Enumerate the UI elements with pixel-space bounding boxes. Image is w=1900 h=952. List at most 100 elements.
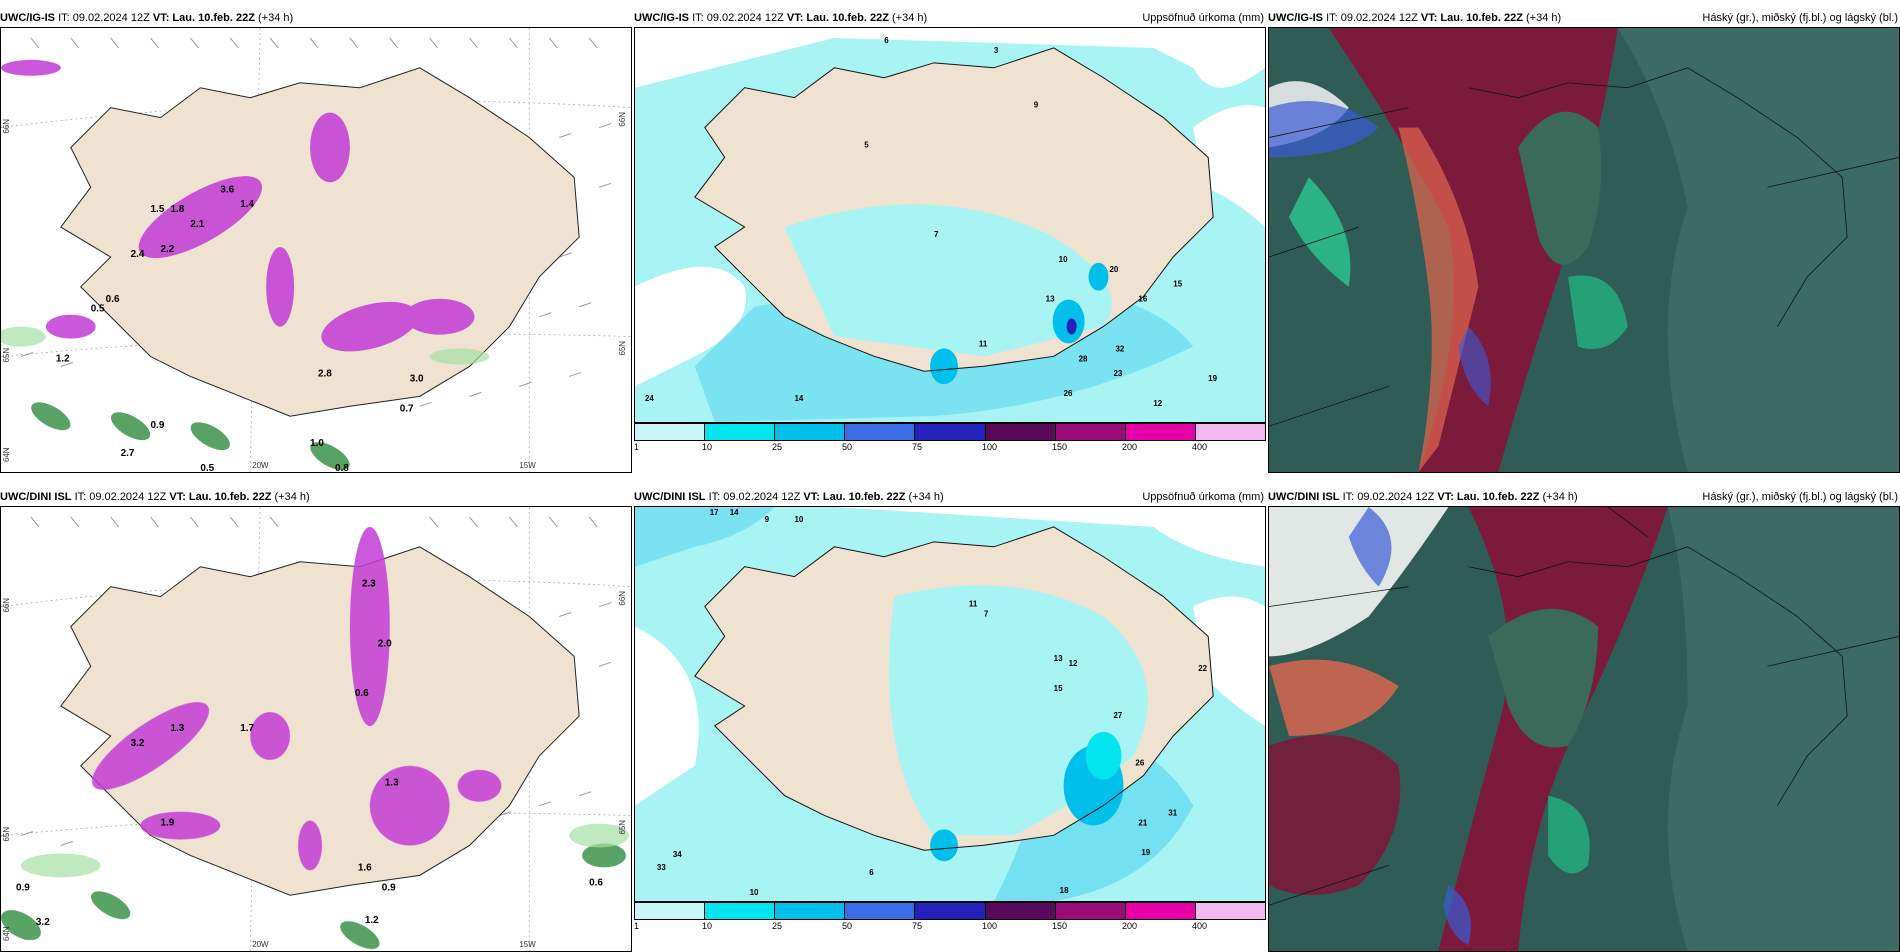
panel-right-title: Háský (gr.), miðský (fj.bl.) og lágský (… — [1702, 12, 1898, 24]
precip-label: 1.2 — [365, 915, 379, 926]
accum-label: 9 — [765, 515, 770, 524]
precip-label: 2.3 — [362, 579, 376, 590]
legend-ticks: 1 10 25 50 75 100 150 200 400 — [634, 921, 1266, 933]
precip-label: 1.4 — [240, 199, 254, 210]
legend-tick: 25 — [772, 442, 783, 452]
precip-label: 1.0 — [310, 438, 324, 449]
panel-top-clouds: UWC/IG-IS IT: 09.02.2024 12Z VT: Lau. 10… — [1268, 9, 1900, 473]
panel-title: UWC/DINI ISL IT: 09.02.2024 12Z VT: Lau.… — [0, 491, 310, 503]
accum-label: 23 — [1113, 369, 1122, 378]
precip-label: 0.6 — [355, 688, 369, 699]
lon-label: 15W — [519, 461, 536, 470]
panel-right-title: Uppsöfnuð úrkoma (mm) — [1142, 12, 1264, 24]
lat-label: 66N — [618, 591, 627, 606]
precip-label: 2.0 — [378, 638, 392, 649]
legend-ticks: 1 10 25 50 75 100 150 200 400 — [634, 442, 1266, 454]
legend-tick: 400 — [1192, 442, 1208, 452]
accum-label: 12 — [1153, 399, 1162, 408]
legend-swatch — [1055, 424, 1126, 440]
lon-label: 15W — [519, 940, 536, 949]
legend-tick: 150 — [1052, 442, 1068, 452]
legend-swatch — [635, 903, 706, 919]
legend-tick: 50 — [842, 921, 853, 931]
accum-label: 7 — [984, 609, 989, 618]
panel-bottom-clouds: UWC/DINI ISL IT: 09.02.2024 12Z VT: Lau.… — [1268, 488, 1900, 952]
panel-title: UWC/DINI ISL IT: 09.02.2024 12Z VT: Lau.… — [1268, 491, 1578, 503]
accum-label: 15 — [1054, 684, 1063, 693]
lat-label: 66N — [2, 598, 11, 613]
legend-swatch — [705, 903, 776, 919]
legend-tick: 50 — [842, 442, 853, 452]
legend-tick: 150 — [1052, 921, 1068, 931]
map-precip-wind-bottom[interactable]: 2.3 2.0 1.3 3.2 1.9 0.6 1.7 1.3 0.9 0.6 … — [0, 506, 632, 952]
accum-label: 24 — [645, 394, 654, 403]
precip-label: 0.9 — [16, 882, 30, 893]
panel-title: UWC/IG-IS IT: 09.02.2024 12Z VT: Lau. 10… — [1268, 12, 1562, 24]
precip-label: 1.6 — [358, 862, 372, 873]
accum-label: 20 — [1109, 265, 1118, 274]
precip-label: 0.7 — [400, 403, 414, 414]
precip-label: 3.0 — [410, 373, 424, 384]
lat-label: 64N — [2, 926, 11, 941]
lat-label: 65N — [618, 341, 627, 356]
accum-label: 6 — [884, 36, 889, 45]
accum-label: 3 — [994, 46, 999, 55]
precip-label: 1.2 — [56, 354, 70, 365]
precip-label: 1.7 — [240, 723, 254, 734]
precip-label: 1.3 — [170, 723, 184, 734]
legend-swatch — [845, 903, 916, 919]
panel-top-accum: UWC/IG-IS IT: 09.02.2024 12Z VT: Lau. 10… — [634, 9, 1266, 465]
legend-swatch — [1195, 903, 1265, 919]
legend-swatch — [775, 903, 846, 919]
accum-label: 12 — [1069, 659, 1078, 668]
lon-label: 20W — [252, 461, 269, 470]
accum-label: 33 — [657, 863, 666, 872]
panel-right-title: Háský (gr.), miðský (fj.bl.) og lágský (… — [1702, 491, 1898, 503]
accum-label: 19 — [1208, 374, 1217, 383]
precip-label: 2.2 — [160, 244, 174, 255]
lat-label: 66N — [2, 119, 11, 134]
precip-label: 0.6 — [589, 877, 603, 888]
legend-swatch — [985, 424, 1056, 440]
panel-top-pressure: UWC/IG-IS IT: 09.02.2024 12Z VT: Lau. 10… — [0, 9, 632, 473]
accum-label: 10 — [794, 515, 803, 524]
legend-tick: 75 — [912, 442, 923, 452]
precip-label: 0.5 — [200, 463, 214, 472]
panel-title: UWC/IG-IS IT: 09.02.2024 12Z VT: Lau. 10… — [0, 12, 294, 24]
accum-label: 7 — [934, 230, 939, 239]
panel-bottom-accum: UWC/DINI ISL IT: 09.02.2024 12Z VT: Lau.… — [634, 488, 1266, 944]
accum-label: 21 — [1138, 818, 1147, 827]
map-clouds-top[interactable] — [1268, 27, 1900, 473]
accum-label: 11 — [979, 339, 988, 348]
precip-label: 0.5 — [91, 304, 105, 315]
accum-label: 11 — [969, 600, 978, 609]
accum-label: 5 — [864, 140, 869, 149]
accum-label: 6 — [869, 868, 874, 877]
precip-label: 0.8 — [335, 463, 349, 472]
precip-label: 1.5 — [151, 204, 165, 215]
precip-label: 1.3 — [385, 778, 399, 789]
precip-label: 0.6 — [106, 294, 120, 305]
legend-tick: 10 — [702, 442, 713, 452]
precip-label: 2.7 — [121, 448, 135, 459]
map-accum-precip-top[interactable]: 6 3 9 5 7 10 13 11 16 15 20 28 23 32 26 … — [634, 27, 1266, 423]
accum-label: 26 — [1135, 759, 1144, 768]
map-clouds-bottom[interactable] — [1268, 506, 1900, 952]
precip-label: 1.8 — [170, 204, 184, 215]
accum-label: 10 — [750, 888, 759, 897]
map-accum-precip-bottom[interactable]: 17 14 9 10 7 11 12 13 15 22 27 26 31 21 … — [634, 506, 1266, 902]
accum-label: 14 — [730, 508, 739, 517]
accum-label: 16 — [1138, 295, 1147, 304]
precip-label: 3.2 — [131, 738, 145, 749]
legend-tick: 100 — [982, 921, 998, 931]
legend-swatch — [1195, 424, 1265, 440]
legend-tick: 10 — [702, 921, 713, 931]
lat-label: 65N — [618, 820, 627, 835]
map-precip-wind-top[interactable]: 2.1 1.8 2.4 3.6 1.4 2.2 1.5 0.5 0.6 1.0 … — [0, 27, 632, 473]
legend-swatch — [845, 424, 916, 440]
legend-tick: 75 — [912, 921, 923, 931]
precip-legend-bar — [634, 423, 1266, 441]
lat-label: 64N — [2, 447, 11, 462]
accum-label: 9 — [1034, 101, 1039, 110]
precip-label: 3.2 — [36, 917, 50, 928]
